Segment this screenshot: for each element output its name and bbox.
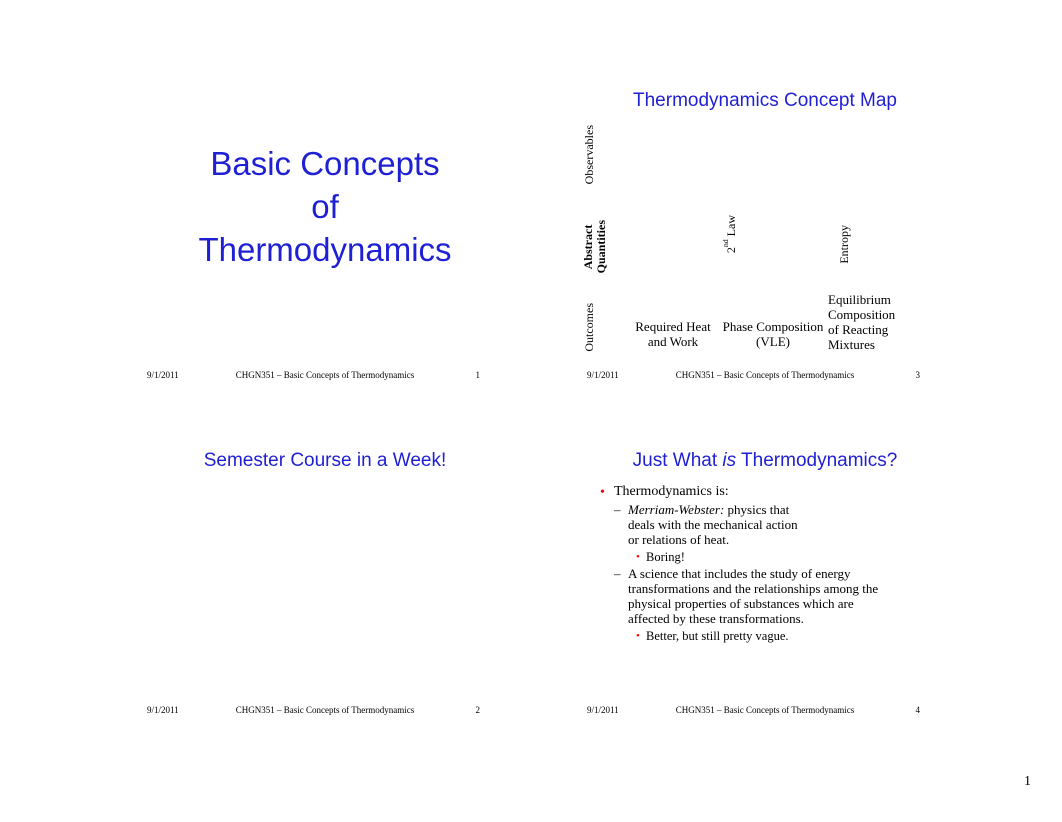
second-law-label: 2nd Law [721, 215, 739, 253]
slide-4-content: Thermodynamics is: Merriam-Webster: phys… [600, 484, 955, 643]
title-line2: of [135, 186, 515, 229]
slide-3-title: Thermodynamics Concept Map [575, 90, 955, 112]
abstract-line1: Abstract [581, 224, 595, 269]
definition-webster: Merriam-Webster: physics that deals with… [614, 503, 804, 548]
footer-num: 3 [916, 370, 921, 380]
footer-title: CHGN351 – Basic Concepts of Thermodynami… [236, 705, 415, 715]
row-label-abstract: Abstract Quantities [582, 220, 608, 273]
slide-4-title: Just What is Thermodynamics? [575, 450, 955, 472]
slide-3: Thermodynamics Concept Map Observables A… [575, 85, 955, 370]
abstract-line2: Quantities [594, 220, 608, 273]
bullet-boring: Boring! [636, 550, 955, 564]
main-bullet: Thermodynamics is: [600, 484, 955, 500]
outcome-phase-composition: Phase Composition (VLE) [718, 320, 828, 350]
footer-date: 9/1/2011 [587, 370, 619, 380]
bullet-better: Better, but still pretty vague. [636, 629, 955, 643]
title-line3: Thermodynamics [135, 229, 515, 272]
footer-title: CHGN351 – Basic Concepts of Thermodynami… [236, 370, 415, 380]
footer-date: 9/1/2011 [147, 370, 179, 380]
title-part2: Thermodynamics? [736, 450, 897, 471]
title-line1: Basic Concepts [135, 143, 515, 186]
slide-1-title: Basic Concepts of Thermodynamics [135, 143, 515, 272]
footer-date: 9/1/2011 [147, 705, 179, 715]
slide-4: Just What is Thermodynamics? Thermodynam… [575, 420, 955, 705]
entropy-label: Entropy [837, 225, 852, 264]
footer-title: CHGN351 – Basic Concepts of Thermodynami… [676, 705, 855, 715]
slide-2-title: Semester Course in a Week! [135, 450, 515, 472]
title-part1: Just What [633, 450, 723, 471]
footer-num: 2 [476, 705, 481, 715]
row-label-outcomes: Outcomes [582, 303, 597, 352]
title-italic: is [722, 450, 736, 471]
slide-1: Basic Concepts of Thermodynamics 9/1/201… [135, 85, 515, 370]
mw-label: Merriam-Webster: [628, 502, 724, 517]
definition-science: A science that includes the study of ene… [614, 567, 894, 627]
page-number: 1 [1024, 774, 1031, 790]
footer-num: 1 [476, 370, 481, 380]
footer-date: 9/1/2011 [587, 705, 619, 715]
footer-title: CHGN351 – Basic Concepts of Thermodynami… [676, 370, 855, 380]
footer-num: 4 [916, 705, 921, 715]
outcome-required-heat: Required Heat and Work [623, 320, 723, 350]
slide-2: Semester Course in a Week! 9/1/2011 CHGN… [135, 420, 515, 705]
outcome-equilibrium: Equilibrium Composition of Reacting Mixt… [828, 293, 920, 353]
row-label-observables: Observables [582, 125, 597, 184]
